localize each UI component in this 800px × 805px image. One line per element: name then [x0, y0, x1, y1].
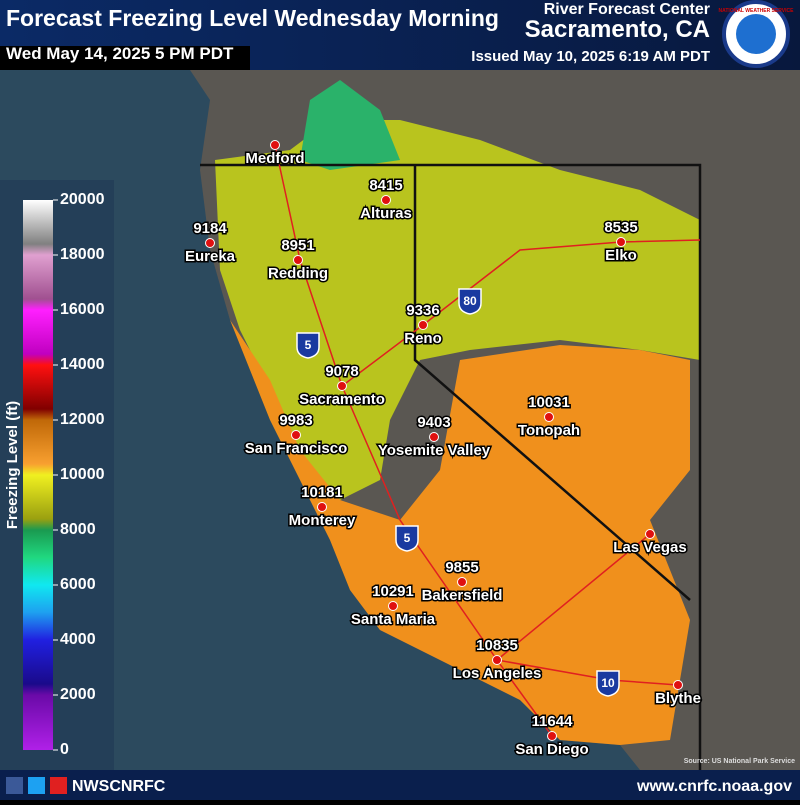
city-dot: [645, 529, 655, 539]
city-dot: [291, 430, 301, 440]
interstate-number: 5: [305, 338, 312, 352]
city-value: 10291: [372, 583, 414, 600]
city-value: 8951: [281, 237, 314, 254]
legend-tick-label: 2000: [60, 686, 96, 703]
city-dot: [544, 412, 554, 422]
city-value: 11644: [532, 713, 574, 730]
city-dot: [205, 238, 215, 248]
city-value: 8535: [604, 219, 637, 236]
city-name: San Francisco: [245, 440, 348, 457]
legend-tick-label: 16000: [60, 301, 105, 318]
city-dot: [337, 381, 347, 391]
legend-tick-label: 4000: [60, 631, 96, 648]
city-dot: [317, 502, 327, 512]
city-dot: [388, 601, 398, 611]
city-name: Redding: [268, 265, 328, 282]
city-dot: [457, 577, 467, 587]
city-name: Sacramento: [299, 391, 385, 408]
legend-tick-label: 8000: [60, 521, 96, 538]
city-name: San Diego: [515, 741, 588, 758]
city-value: 8415: [369, 177, 402, 194]
title: Forecast Freezing Level Wednesday Mornin…: [6, 5, 499, 31]
city-dot: [270, 140, 280, 150]
legend-title: Freezing Level (ft): [4, 401, 21, 529]
interstate-number: 80: [463, 294, 477, 308]
city-dot: [547, 731, 557, 741]
source: Source: US National Park Service: [684, 758, 795, 765]
valid-time: Wed May 14, 2025 5 PM PDT: [6, 44, 234, 63]
location: Sacramento, CA: [525, 16, 710, 43]
city-dot: [381, 195, 391, 205]
footer-handle[interactable]: NWSCNRFC: [72, 778, 166, 795]
legend-tick-label: 14000: [60, 356, 105, 373]
city-value: 9983: [279, 412, 312, 429]
state-borders: [200, 163, 702, 780]
legend-tick-label: 6000: [60, 576, 96, 593]
legend-tick-label: 0: [60, 741, 69, 758]
city-value: 9184: [193, 220, 227, 237]
city-dot: [429, 432, 439, 442]
city-dot: [418, 320, 428, 330]
issued: Issued May 10, 2025 6:19 AM PDT: [471, 48, 710, 65]
city-name: Santa Maria: [351, 611, 436, 628]
city-name: Yosemite Valley: [378, 442, 491, 459]
city-dot: [673, 680, 683, 690]
city-value: 9078: [325, 363, 358, 380]
color-bar: [23, 200, 53, 750]
interstate-shield: [296, 332, 320, 359]
city-name: Alturas: [360, 205, 412, 222]
time-bar: [0, 46, 250, 70]
zone-8000-10000: [215, 120, 700, 500]
footer-url[interactable]: www.cnrfc.noaa.gov: [636, 778, 792, 795]
city-value: 10181: [301, 484, 343, 501]
legend-tick-label: 20000: [60, 191, 105, 208]
city-name: Medford: [245, 150, 304, 167]
interstate-number: 5: [404, 531, 411, 545]
city-name: Tonopah: [518, 422, 580, 439]
legend-tick-label: 18000: [60, 246, 105, 263]
footer-bar: [0, 770, 800, 800]
city-name: Las Vegas: [613, 539, 686, 556]
legend-tick-label: 12000: [60, 411, 105, 428]
city-value: 9336: [406, 302, 439, 319]
city-name: Eureka: [185, 248, 236, 265]
cities: Medford 9184 Eureka 8951 Redding 8415 Alturas 8…: [183, 140, 702, 759]
city-name: Elko: [605, 247, 637, 264]
logo-text: NATIONAL WEATHER SERVICE: [719, 8, 795, 14]
facebook-icon[interactable]: [6, 777, 23, 794]
youtube-icon[interactable]: [50, 777, 67, 794]
legend-ticks: 0 2000 4000 6000 8000 10000 12000 14000 16000 180…: [53, 191, 105, 758]
city-dot: [492, 655, 502, 665]
legend-tick-label: 10000: [60, 466, 105, 483]
city-value: 10835: [476, 637, 518, 654]
interstate-shield: [458, 288, 482, 315]
city-dot: [616, 237, 626, 247]
city-name: Los Angeles: [453, 665, 542, 682]
nws-logo-inner: [736, 14, 776, 54]
city-name: Reno: [404, 330, 442, 347]
interstate-shield: [596, 670, 620, 697]
zone-10000-12000: [230, 320, 690, 745]
city-name: Monterey: [289, 512, 356, 529]
center: River Forecast Center: [544, 1, 710, 18]
city-dot: [293, 255, 303, 265]
interstate-number: 10: [601, 676, 615, 690]
zone-6000-8000: [300, 80, 400, 170]
city-name: Blythe: [655, 690, 701, 707]
twitter-icon[interactable]: [28, 777, 45, 794]
city-value: 10031: [528, 394, 570, 411]
interstate-shield: [395, 525, 419, 552]
city-name: Bakersfield: [422, 587, 503, 604]
city-value: 9855: [445, 559, 478, 576]
city-value: 9403: [417, 414, 450, 431]
